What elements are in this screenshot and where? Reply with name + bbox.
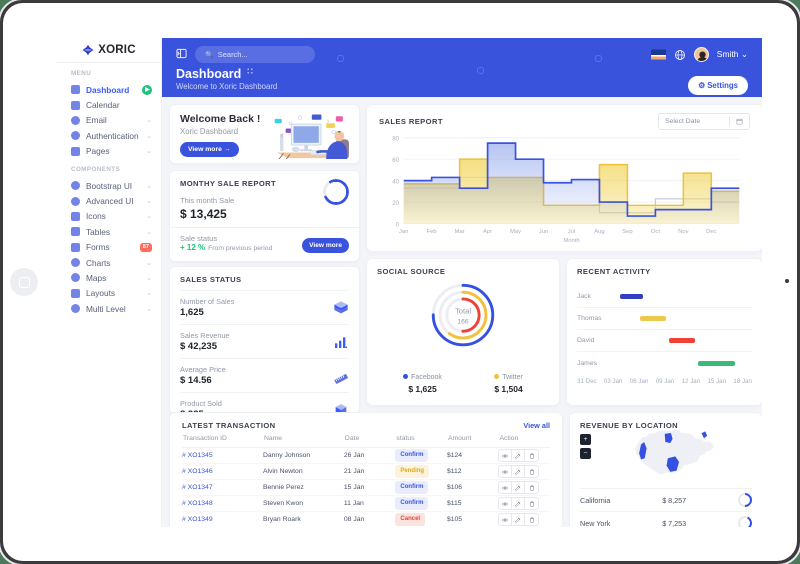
svg-text:Sep: Sep bbox=[622, 229, 633, 235]
svg-text:166: 166 bbox=[457, 319, 469, 326]
svg-text:20: 20 bbox=[392, 201, 399, 207]
svg-text:Feb: Feb bbox=[427, 229, 438, 235]
svg-text:Dec: Dec bbox=[706, 229, 716, 235]
svg-text:May: May bbox=[510, 229, 521, 235]
svg-text:60: 60 bbox=[392, 158, 399, 164]
svg-text:Jun: Jun bbox=[539, 229, 548, 235]
svg-text:Oct: Oct bbox=[651, 229, 660, 235]
svg-text:Month: Month bbox=[563, 238, 579, 244]
svg-text:80: 80 bbox=[392, 137, 399, 143]
svg-text:Mar: Mar bbox=[455, 229, 465, 235]
svg-text:Apr: Apr bbox=[483, 229, 492, 235]
svg-text:Jan: Jan bbox=[399, 229, 408, 235]
svg-text:0: 0 bbox=[396, 222, 400, 228]
svg-text:Jul: Jul bbox=[568, 229, 576, 235]
svg-text:Total: Total bbox=[455, 306, 471, 315]
svg-text:Aug: Aug bbox=[594, 229, 604, 235]
svg-text:40: 40 bbox=[392, 179, 399, 185]
svg-text:Nov: Nov bbox=[678, 229, 688, 235]
